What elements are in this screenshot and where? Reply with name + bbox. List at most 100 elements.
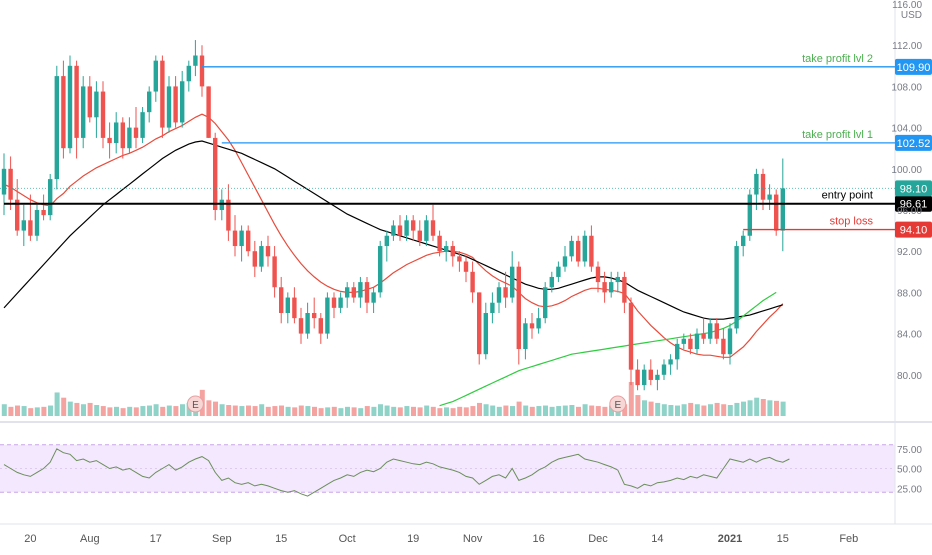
volume-bar <box>87 402 93 416</box>
time-tick-label: Aug <box>80 533 100 545</box>
candle-body <box>424 220 429 241</box>
level-price-tag <box>895 134 932 151</box>
volume-bar <box>325 407 331 416</box>
candle-body <box>166 86 172 128</box>
volume-bar <box>48 405 53 416</box>
candle-body <box>272 256 277 288</box>
volume-bar <box>232 405 238 416</box>
candle-body <box>549 276 554 288</box>
candle-body <box>41 210 46 216</box>
rsi-line <box>3 448 790 497</box>
volume-bar <box>345 406 350 416</box>
volume-bar <box>285 406 291 416</box>
time-tick-label: 17 <box>150 533 162 545</box>
candle-body <box>602 282 607 293</box>
candle-body <box>94 91 99 118</box>
candle-body <box>470 271 475 293</box>
volume-bar <box>496 406 502 416</box>
candle-body <box>186 65 191 82</box>
candle-body <box>430 220 436 236</box>
volume-bar <box>338 408 344 416</box>
volume-bar <box>259 404 265 416</box>
earnings-marker-label: E <box>192 400 199 411</box>
candle-body <box>681 338 686 344</box>
candle-body <box>54 76 59 180</box>
candle-body <box>457 256 462 262</box>
volume-bar <box>391 406 397 416</box>
time-tick-label: Nov <box>463 533 483 545</box>
candle-body <box>635 369 640 386</box>
candle-body <box>774 194 779 231</box>
candle-body <box>754 173 759 195</box>
candle-body <box>615 276 620 283</box>
candle-body <box>701 333 706 339</box>
candle-body <box>160 60 165 128</box>
volume-bar <box>153 404 159 416</box>
volume-bar <box>246 405 251 416</box>
candle-body <box>28 220 33 236</box>
candle-body <box>252 251 257 267</box>
candle-body <box>628 302 634 370</box>
candle-body <box>569 240 574 257</box>
level-label: entry point <box>822 190 873 202</box>
volume-bar <box>318 408 324 416</box>
volume-bar <box>21 406 27 416</box>
candle-body <box>622 276 627 303</box>
volume-bar <box>397 407 403 416</box>
volume-bar <box>424 405 430 416</box>
candle-body <box>371 292 376 303</box>
volume-bar <box>661 404 667 416</box>
volume-bar <box>404 406 410 416</box>
candle-body <box>1 168 7 195</box>
price-tick-label: 96.00 <box>897 206 922 217</box>
volume-bar <box>450 408 456 416</box>
time-axis[interactable]: 20 Aug 17 Sep 15 Oct 19 Nov 16 Dec 14 2021 15 Feb <box>24 533 858 545</box>
volume-bar <box>675 405 680 416</box>
candle-body <box>48 179 53 216</box>
volume-bar <box>180 404 185 416</box>
volume-bar <box>694 404 700 416</box>
volume-bar <box>107 407 113 416</box>
volume-bar <box>681 404 687 416</box>
candle-body <box>127 127 132 149</box>
candle-body <box>714 323 719 339</box>
volume-bar <box>120 408 126 416</box>
level-price-label: 109.90 <box>897 62 931 74</box>
volume-bar <box>503 405 509 416</box>
candle-body <box>318 318 323 334</box>
volume-bar <box>351 407 357 416</box>
candle-body <box>312 313 317 319</box>
candle-body <box>378 246 383 293</box>
price-tick-label: 112.00 <box>892 41 922 52</box>
candle-body <box>747 194 752 236</box>
volume-bar <box>648 401 654 416</box>
volume-bar <box>384 405 390 416</box>
volume-bar <box>747 400 753 416</box>
volume-bar <box>160 406 166 416</box>
volume-bar <box>628 382 634 416</box>
candle-body <box>265 246 271 257</box>
volume-bar <box>41 406 47 416</box>
volume-bar <box>34 407 40 416</box>
candle-body <box>450 246 455 257</box>
candle-body <box>595 266 601 283</box>
candle-body <box>384 235 389 247</box>
volume-bar <box>708 404 713 416</box>
candle-body <box>173 86 178 123</box>
volume-bar <box>378 404 383 416</box>
volume-bar <box>523 405 529 416</box>
volume-bar <box>688 402 694 416</box>
volume-bar <box>609 405 614 416</box>
candle-body <box>655 374 660 380</box>
candle-body <box>642 369 647 386</box>
rsi-line <box>3 448 790 497</box>
volume-bar <box>100 406 106 416</box>
candle-body <box>562 256 568 267</box>
candle-body <box>246 230 251 252</box>
volume-bars <box>1 382 786 416</box>
candle-body <box>292 297 297 319</box>
volume-bar <box>767 400 773 416</box>
price-axis[interactable]: 109.90 102.52 96.61 94.10 98.10 116.00 112.00 1… <box>891 0 932 495</box>
